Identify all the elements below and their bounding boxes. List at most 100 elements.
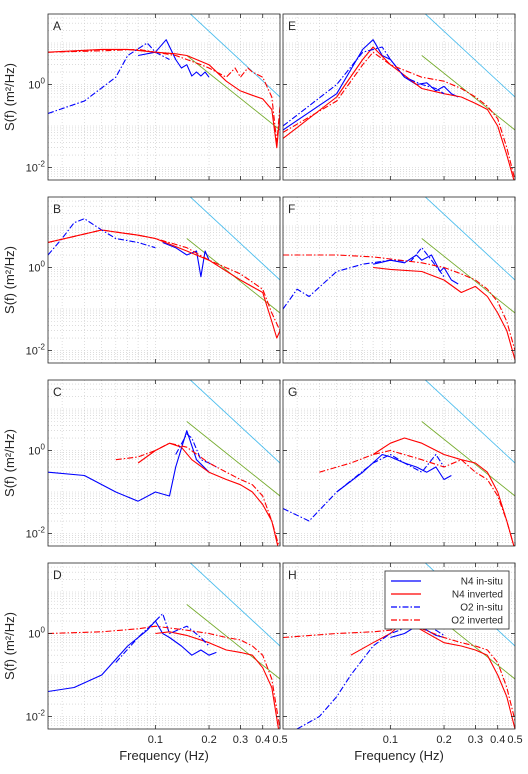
series-n4-in-situ-line	[48, 430, 210, 502]
series-o2-inverted-line	[283, 254, 515, 351]
axes-frame	[282, 13, 516, 181]
grid	[48, 197, 280, 363]
reference-line-1	[424, 197, 515, 281]
series-n4-inverted-line	[155, 631, 280, 729]
series-o2-inverted-line	[283, 51, 515, 180]
series-o2-in-situ-line	[283, 247, 445, 310]
series-o2-in-situ-line	[283, 453, 445, 522]
legend-label: O2 in-situ	[460, 603, 503, 614]
axes-frame	[282, 379, 516, 547]
y-tick-label: 100	[28, 77, 45, 92]
panel-d: D 10-2 100 S(f) (m²/Hz) 0.1 0.2 0.3 0.4 0.5 Frequ…	[2, 562, 288, 763]
x-axis-label: Frequency (Hz)	[354, 748, 444, 763]
x-tick-label: 0.5	[272, 734, 287, 746]
reference-line-2	[421, 238, 515, 314]
x-tick-label: 0.5	[507, 734, 522, 746]
y-tick-label: 10-2	[26, 343, 46, 358]
y-tick-label: 10-2	[26, 160, 46, 175]
reference-line-2	[186, 604, 280, 680]
panel-label: A	[53, 19, 61, 33]
axes-frame	[282, 196, 516, 364]
y-axis-label: S(f) (m²/Hz)	[2, 63, 17, 131]
panel-label: D	[53, 568, 62, 582]
reference-line-1	[189, 197, 280, 281]
grid	[283, 380, 515, 546]
y-tick-label: 10-2	[26, 709, 46, 724]
grid	[283, 14, 515, 180]
x-axis-label: Frequency (Hz)	[119, 748, 209, 763]
plot-area	[283, 197, 515, 363]
x-tick-label: 0.1	[383, 734, 398, 746]
grid	[48, 563, 280, 729]
panel-label: F	[288, 202, 295, 216]
series-o2-inverted-line	[319, 449, 515, 546]
axes-frame	[47, 13, 281, 181]
panel-g: G	[282, 379, 516, 547]
x-tick-label: 0.2	[201, 734, 216, 746]
x-tick-label: 0.4	[255, 734, 270, 746]
reference-line-1	[424, 380, 515, 464]
reference-line-1	[189, 14, 280, 98]
legend-entry-n4-inverted: N4 inverted	[391, 590, 503, 601]
panel-label: H	[288, 568, 297, 582]
series-n4-in-situ-line	[137, 39, 210, 78]
axes-frame	[47, 379, 281, 547]
legend-entry-o2-inverted: O2 inverted	[391, 616, 503, 627]
plot-area	[283, 380, 515, 546]
series-n4-in-situ-line	[372, 254, 459, 285]
legend-label: N4 in-situ	[461, 577, 503, 588]
x-tick-label: 0.3	[233, 734, 248, 746]
grid	[48, 14, 280, 180]
reference-line-2	[186, 421, 280, 497]
series-n4-inverted-line	[48, 229, 280, 339]
series-n4-in-situ-line	[283, 39, 459, 131]
series-n4-in-situ-line	[162, 241, 210, 278]
grid	[48, 380, 280, 546]
plot-area	[283, 14, 515, 180]
plot-area	[48, 14, 280, 180]
reference-line-1	[424, 14, 515, 98]
series-o2-in-situ-line	[175, 433, 217, 468]
y-tick-label: 100	[28, 626, 45, 641]
panel-f: F	[282, 196, 516, 364]
legend-entry-o2-in-situ: O2 in-situ	[391, 603, 503, 614]
series-o2-inverted-line	[283, 625, 515, 721]
panel-b: B 10-2 100 S(f) (m²/Hz)	[2, 196, 281, 364]
plot-area	[48, 380, 280, 546]
y-tick-label: 100	[28, 260, 45, 275]
plot-area	[48, 563, 280, 729]
x-tick-label: 0.1	[148, 734, 163, 746]
y-axis-label: S(f) (m²/Hz)	[2, 246, 17, 314]
axes-frame	[47, 562, 281, 730]
series-o2-in-situ-line	[283, 46, 445, 127]
series-n4-inverted-line	[372, 437, 515, 546]
panel-label: G	[288, 385, 297, 399]
legend: N4 in-situ N4 inverted O2 in-situ O2 invert…	[384, 570, 510, 630]
reference-line-1	[189, 563, 280, 647]
panel-a: A 10-2 100 S(f) (m²/Hz)	[2, 13, 281, 181]
series-o2-in-situ-line	[115, 613, 210, 663]
reference-line-2	[421, 421, 515, 497]
legend-label: O2 inverted	[451, 616, 503, 627]
series-n4-inverted-line	[373, 266, 515, 360]
reference-line-1	[189, 380, 280, 464]
legend-entry-n4-in-situ: N4 in-situ	[391, 577, 503, 588]
axes-frame	[47, 196, 281, 364]
series-o2-inverted-line	[115, 442, 280, 546]
panel-c: C 10-2 100 S(f) (m²/Hz)	[2, 379, 281, 547]
series-o2-inverted-line	[48, 229, 280, 331]
y-axis-label: S(f) (m²/Hz)	[2, 429, 17, 497]
panel-e: E	[282, 13, 516, 181]
series-n4-in-situ-line	[48, 620, 217, 693]
x-tick-label: 0.2	[436, 734, 451, 746]
panel-label: E	[288, 19, 296, 33]
panel-h: H 0.1 0.2 0.3 0.4 0.5 Frequency (Hz) N4 in-situ…	[282, 562, 523, 763]
series-o2-in-situ-line	[48, 218, 156, 256]
panel-label: B	[53, 202, 61, 216]
axes-frame	[282, 562, 516, 730]
grid	[283, 197, 515, 363]
x-tick-label: 0.4	[490, 734, 505, 746]
series-o2-inverted-line	[48, 625, 280, 729]
y-axis-label: S(f) (m²/Hz)	[2, 612, 17, 680]
